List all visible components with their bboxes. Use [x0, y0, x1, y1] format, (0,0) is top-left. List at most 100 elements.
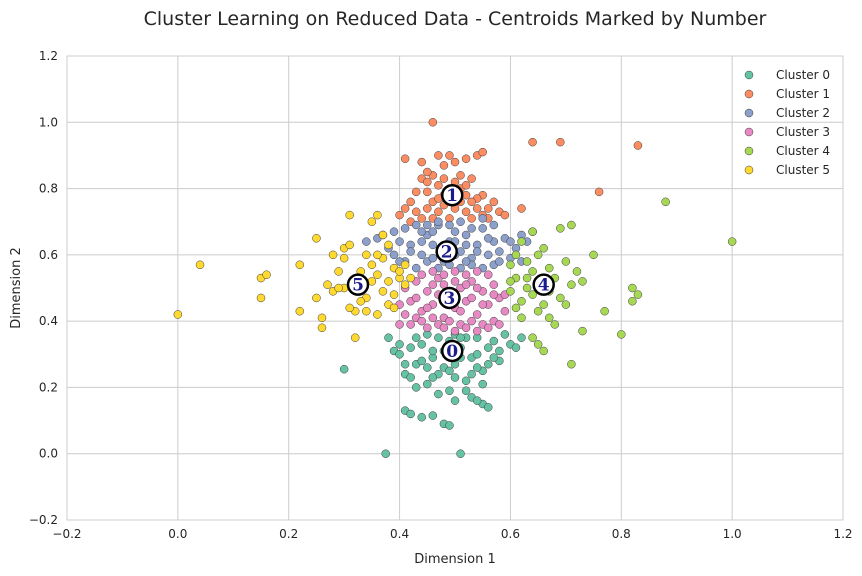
scatter-point — [450, 277, 460, 286]
scatter-point — [484, 204, 493, 213]
scatter-point — [489, 353, 499, 362]
scatter-point — [256, 293, 266, 303]
scatter-point — [472, 396, 482, 405]
scatter-point — [550, 320, 560, 329]
scatter-point — [472, 350, 482, 359]
scatter-point — [400, 280, 410, 289]
scatter-point — [417, 316, 426, 326]
centroid-label: 5 — [352, 276, 364, 296]
scatter-point — [417, 340, 426, 349]
scatter-point — [367, 217, 377, 226]
scatter-point — [428, 313, 438, 323]
y-tick-label: 1.0 — [39, 115, 58, 129]
scatter-point — [339, 253, 349, 263]
scatter-point — [411, 333, 421, 342]
scatter-point — [417, 270, 426, 279]
scatter-point — [345, 210, 354, 220]
scatter-point — [489, 280, 499, 289]
scatter-point — [345, 240, 354, 250]
scatter-point — [461, 257, 471, 266]
scatter-point — [195, 260, 205, 270]
scatter-point — [484, 323, 493, 333]
legend-label: Cluster 0 — [776, 68, 830, 82]
centroid-marker — [440, 183, 464, 207]
scatter-point — [544, 263, 554, 273]
x-tick-label: 0.8 — [612, 527, 631, 541]
scatter-point — [428, 346, 438, 356]
scatter-point — [517, 313, 526, 323]
scatter-point — [467, 293, 476, 303]
scatter-point — [395, 350, 404, 359]
scatter-point — [472, 326, 482, 336]
scatter-point — [400, 260, 410, 270]
x-tick-label: 0.4 — [390, 527, 409, 541]
scatter-point — [633, 141, 643, 150]
scatter-point — [367, 260, 377, 270]
scatter-point — [411, 207, 421, 217]
scatter-point — [528, 227, 537, 236]
scatter-point — [445, 151, 454, 160]
scatter-point — [400, 154, 410, 163]
scatter-point — [445, 366, 454, 376]
scatter-point — [517, 333, 526, 342]
scatter-point — [450, 227, 460, 236]
scatter-point — [356, 297, 366, 306]
centroid-markers: 0 1 2 3 4 5 — [346, 183, 555, 363]
legend-label: Cluster 1 — [776, 87, 830, 101]
y-tick-label: −0.2 — [29, 513, 58, 527]
x-tick-label: 0.6 — [501, 527, 520, 541]
scatter-point — [522, 283, 532, 293]
scatter-point — [528, 290, 537, 299]
scatter-point — [528, 333, 537, 342]
scatter-point — [400, 310, 410, 319]
scatter-point — [511, 250, 521, 260]
legend: Cluster 0 Cluster 1 Cluster 2 Cluster 3 Clus… — [744, 68, 830, 177]
scatter-point — [539, 300, 548, 309]
legend-label: Cluster 4 — [776, 144, 830, 158]
scatter-point — [428, 373, 438, 382]
scatter-point — [373, 310, 382, 319]
x-tick-label: 1.0 — [723, 527, 742, 541]
scatter-point — [445, 220, 454, 230]
scatter-point — [461, 270, 471, 279]
tick-labels: −0.2 0.0 0.2 0.4 0.6 0.8 1.0 1.2 −0.2 0.0 0.2 0.4 0.… — [29, 49, 853, 541]
scatter-point — [423, 323, 432, 333]
scatter-point — [522, 257, 532, 266]
y-tick-label: 0.2 — [39, 380, 58, 394]
centroid-label: 4 — [538, 276, 550, 296]
scatter-point — [434, 389, 443, 399]
scatter-point — [617, 330, 626, 339]
scatter-point — [323, 280, 332, 289]
centroid-marker — [346, 273, 370, 296]
legend-label: Cluster 2 — [776, 106, 830, 120]
scatter-point — [428, 280, 438, 289]
scatter-point — [456, 449, 465, 458]
scatter-point — [389, 290, 399, 299]
scatter-point — [417, 237, 426, 246]
scatter-point — [445, 421, 454, 430]
scatter-point — [295, 306, 305, 316]
scatter-point — [400, 359, 410, 369]
scatter-point — [423, 363, 432, 372]
scatter-point — [517, 297, 526, 306]
scatter-point — [395, 340, 404, 349]
scatter-point — [506, 237, 515, 246]
scatter-point — [381, 449, 390, 458]
scatter-point — [495, 320, 504, 329]
scatter-point — [556, 293, 565, 303]
scatter-point — [472, 204, 482, 213]
scatter-point — [423, 303, 432, 313]
scatter-point — [489, 197, 499, 207]
scatter-point — [400, 224, 410, 233]
scatter-point — [423, 220, 432, 230]
scatter-point — [533, 250, 543, 260]
scatter-point — [556, 137, 565, 147]
legend-marker — [744, 89, 754, 99]
scatter-point — [478, 147, 487, 157]
scatter-point — [484, 343, 493, 352]
scatter-point — [561, 257, 571, 266]
scatter-point — [406, 273, 415, 283]
y-tick-label: 0.6 — [39, 248, 58, 262]
scatter-point — [417, 227, 426, 236]
